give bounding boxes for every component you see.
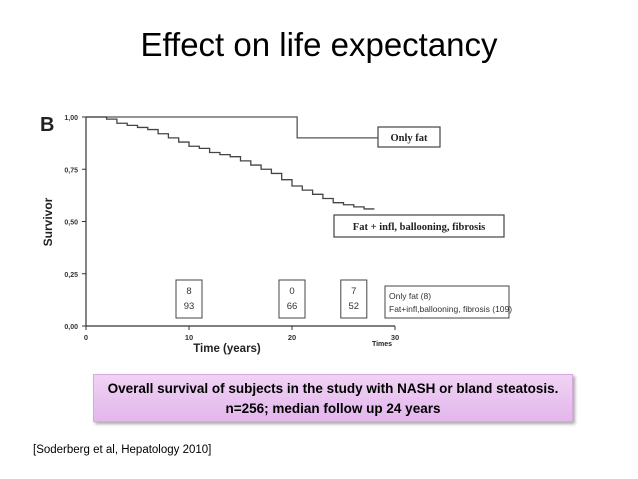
y-tick-label: 0,00: [64, 324, 78, 331]
x-tick-label: 0: [84, 333, 88, 342]
slide-title: Effect on life expectancy: [140, 26, 498, 63]
x-unit-label: Times: [372, 341, 392, 348]
at-risk-box: 893: [175, 279, 203, 319]
at-risk-legend-line2: Fat+infl,ballooning, fibrosis (109): [389, 304, 512, 314]
fat-infl-label: Fat + infl, ballooning, fibrosis: [353, 222, 485, 233]
x-tick-label: 10: [185, 333, 193, 342]
caption-line-2: n=256; median follow up 24 years: [225, 401, 441, 416]
at-risk-box: 066: [278, 279, 306, 319]
fat-infl-label-box: Fat + infl, ballooning, fibrosis: [333, 214, 505, 238]
reference-citation: [Soderberg et al, Hepatology 2010]: [33, 444, 212, 456]
x-tick-label: 20: [288, 333, 296, 342]
series-line-only-fat: [86, 116, 385, 139]
x-tick-label: 30: [391, 333, 399, 342]
at-risk-legend: Only fat (8) Fat+infl,ballooning, fibros…: [384, 285, 512, 319]
at-risk-fat-infl: 52: [349, 301, 360, 312]
caption-box: Overall survival of subjects in the stud…: [93, 374, 573, 422]
panel-label: B: [40, 114, 54, 136]
only-fat-label: Only fat: [390, 133, 428, 144]
x-axis-label: Time (years): [193, 343, 261, 355]
at-risk-box: 752: [340, 279, 368, 319]
only-fat-label-box: Only fat: [377, 126, 441, 148]
y-tick-label: 1,00: [64, 115, 78, 122]
caption-line-1: Overall survival of subjects in the stud…: [107, 381, 559, 396]
at-risk-fat-infl: 66: [287, 301, 298, 312]
at-risk-fat-infl: 93: [184, 301, 195, 312]
at-risk-only-fat: 7: [351, 286, 356, 297]
y-tick-label: 0,50: [64, 220, 78, 227]
y-axis-label: Survivor: [41, 197, 55, 246]
y-tick-label: 0,75: [64, 167, 78, 174]
at-risk-legend-line1: Only fat (8): [389, 291, 431, 301]
y-tick-label: 0,25: [64, 272, 78, 279]
at-risk-only-fat: 8: [186, 286, 191, 297]
series-line-fat-infl: [86, 116, 375, 210]
at-risk-only-fat: 0: [289, 286, 294, 297]
